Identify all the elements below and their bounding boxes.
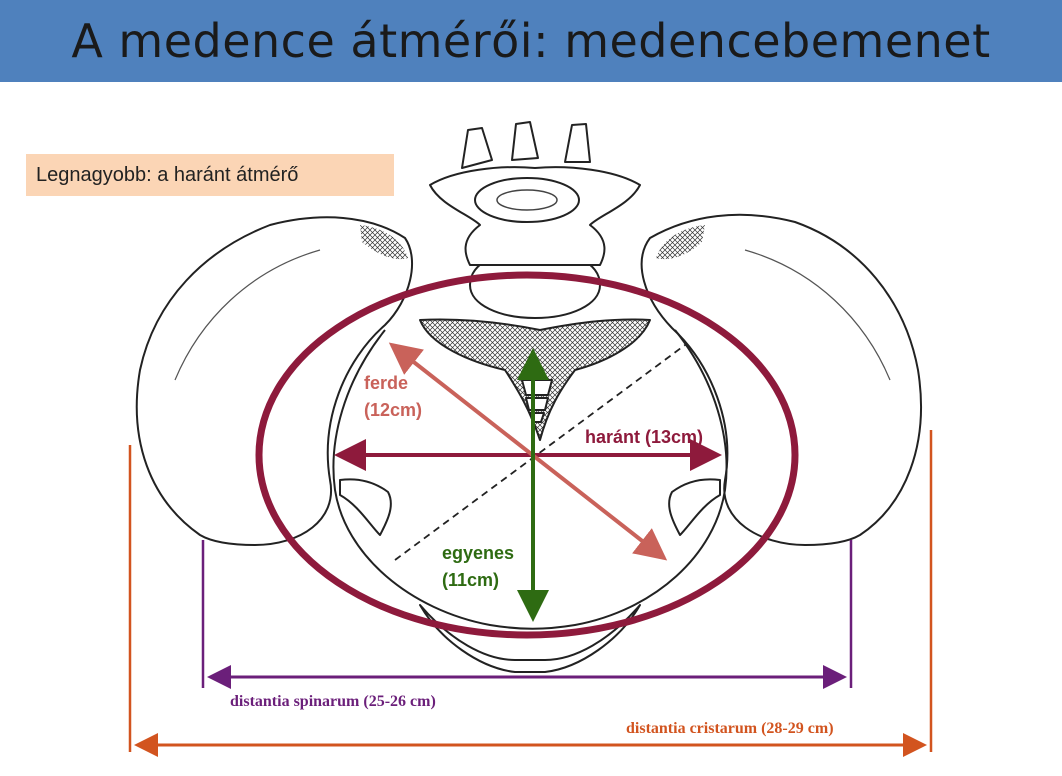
harant-label: haránt (13cm) (585, 427, 703, 447)
spinous-process-center (511, 121, 539, 161)
egyenes-value-label: (11cm) (442, 570, 499, 590)
right-wing-detail (744, 249, 891, 381)
left-iliac-wing (135, 216, 413, 546)
cristarum-label: distantia cristarum (28-29 cm) (626, 720, 834, 737)
right-ischial-spine (668, 478, 721, 536)
note-box: Legnagyobb: a haránt átmérő (26, 154, 394, 196)
ferde-label: ferde (364, 373, 408, 393)
pubic-symphysis (419, 604, 641, 673)
pelvis-illustration (135, 121, 922, 673)
left-ischial-spine (339, 478, 392, 536)
note-text: Legnagyobb: a haránt átmérő (36, 163, 299, 186)
ferde-value-label: (12cm) (364, 400, 422, 420)
right-sacroiliac-hatch (656, 225, 705, 260)
right-iliac-wing (640, 213, 922, 546)
left-sacroiliac-hatch (360, 225, 408, 260)
inlet-ellipse (255, 271, 799, 639)
page-title: A medence átmérői: medencebemenet (71, 14, 991, 68)
spinous-process-left (461, 127, 493, 169)
title-bar: A medence átmérői: medencebemenet (0, 0, 1062, 82)
spinarum-label: distantia spinarum (25-26 cm) (230, 693, 436, 710)
egyenes-label: egyenes (442, 543, 514, 563)
vertebra-canal (496, 189, 558, 211)
spinous-process-right (564, 123, 591, 163)
pelvic-ring (332, 329, 728, 630)
left-wing-detail (174, 249, 321, 381)
